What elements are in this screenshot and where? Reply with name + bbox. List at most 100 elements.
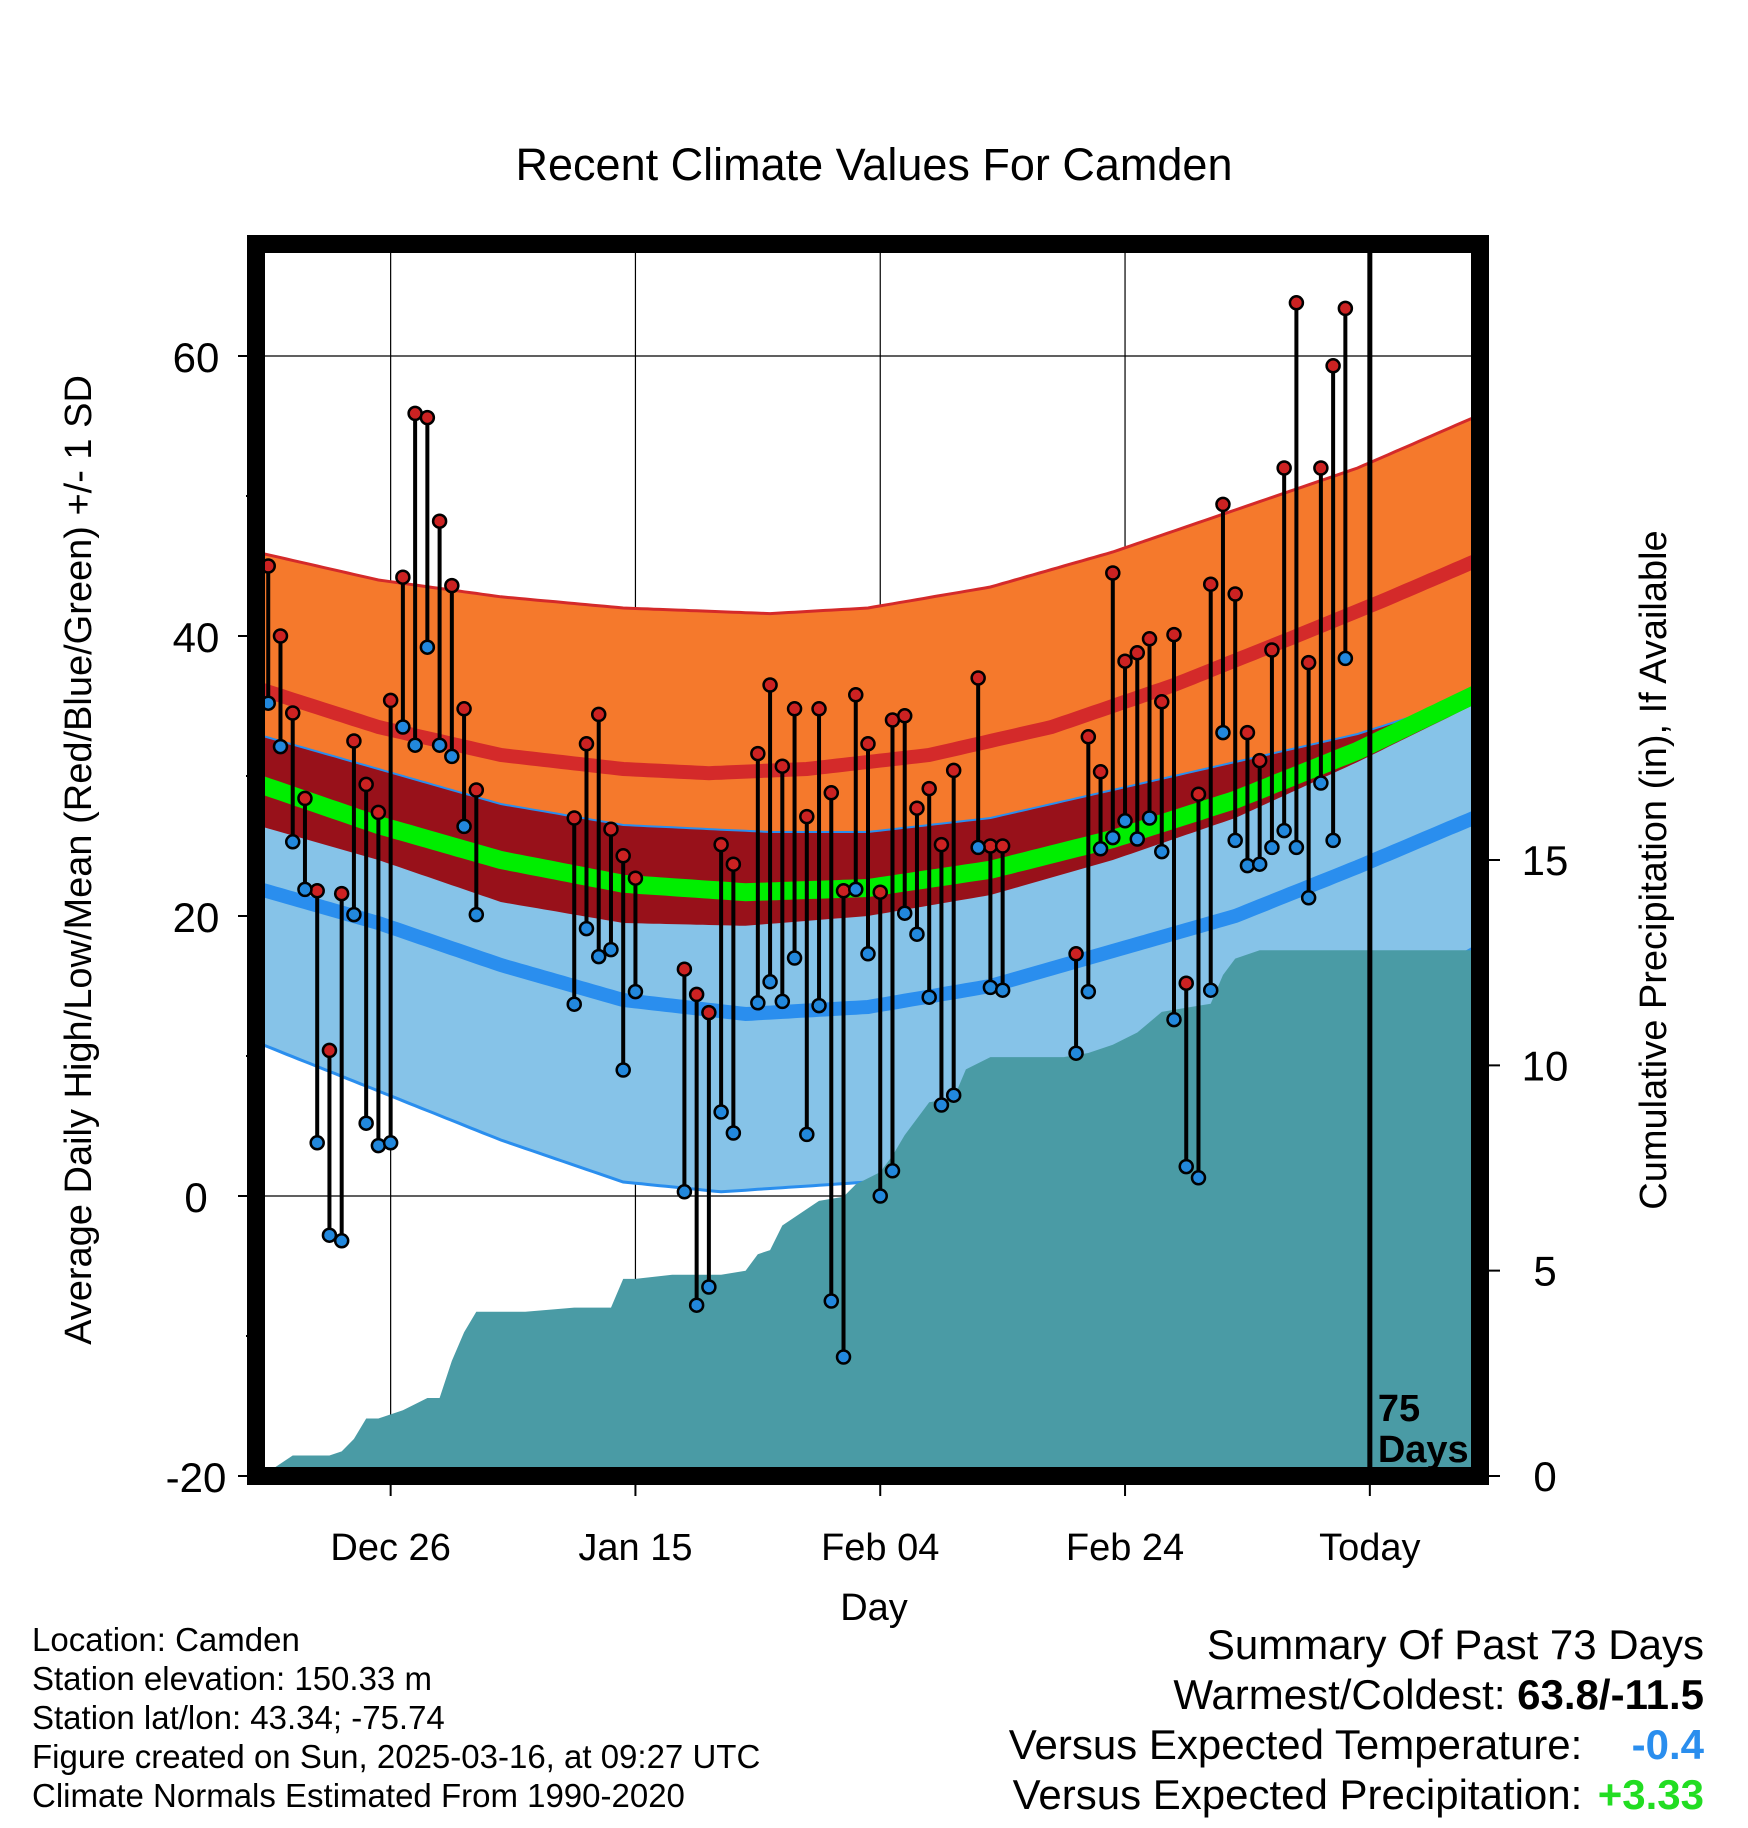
daily-high-point — [1092, 764, 1109, 780]
daily-low-point — [982, 979, 999, 996]
daily-low-point — [1178, 1158, 1194, 1175]
x-tick-label: Dec 26 — [330, 1527, 450, 1569]
daily-high-point — [1190, 786, 1207, 802]
daily-low-point — [1325, 832, 1341, 849]
daily-low-point — [774, 993, 791, 1010]
daily-high-point — [1068, 946, 1084, 962]
observations — [256, 295, 1354, 1365]
daily-low-point — [431, 737, 448, 753]
daily-high-point — [970, 670, 986, 686]
today-days-label: Days — [1378, 1429, 1469, 1471]
daily-low-point — [872, 1188, 888, 1204]
daily-high-point — [909, 800, 925, 816]
daily-high-point — [566, 810, 582, 826]
daily-low-point — [994, 982, 1011, 998]
daily-low-point — [1239, 857, 1256, 874]
daily-high-point — [382, 692, 399, 709]
daily-high-point — [468, 782, 485, 798]
daily-high-point — [713, 836, 729, 853]
daily-low-point — [370, 1137, 387, 1154]
daily-high-point — [774, 758, 791, 774]
daily-low-point — [1105, 829, 1121, 846]
daily-low-point — [1215, 724, 1231, 741]
daily-low-point — [1129, 831, 1146, 847]
daily-low-point — [566, 996, 582, 1012]
daily-low-point — [358, 1115, 374, 1131]
daily-low-point — [346, 906, 362, 923]
daily-high-point — [1117, 653, 1133, 669]
daily-low-point — [1288, 839, 1305, 856]
daily-low-point — [456, 818, 472, 835]
daily-high-point — [799, 808, 815, 825]
daily-high-point — [1337, 300, 1354, 317]
x-tick-label: Feb 24 — [1066, 1527, 1184, 1569]
daily-low-point — [1080, 983, 1097, 1000]
created-text: Figure created on Sun, 2025-03-16, at 09… — [32, 1738, 761, 1775]
summary-panel: Summary Of Past 73 Days Warmest/Coldest:… — [1009, 1620, 1704, 1820]
daily-low-point — [970, 839, 986, 856]
daily-high-point — [578, 736, 595, 752]
daily-low-point — [1227, 832, 1243, 849]
precipitation-area — [256, 950, 1480, 1476]
daily-high-point — [1154, 694, 1170, 710]
y-axis-right-label: Cumulative Precipitation (in), If Availa… — [1633, 530, 1675, 1209]
daily-high-point — [823, 785, 840, 801]
daily-low-point — [382, 1135, 399, 1151]
daily-low-point — [395, 719, 411, 735]
x-tick-label: Today — [1319, 1527, 1420, 1569]
daily-high-point — [1141, 631, 1158, 647]
daily-low-point — [615, 1062, 631, 1078]
daily-high-point — [896, 708, 913, 724]
daily-low-point — [419, 639, 436, 655]
daily-high-point — [590, 706, 607, 723]
daily-high-point — [321, 1042, 338, 1059]
precip-label: Versus Expected Precipitation: — [1012, 1771, 1583, 1818]
daily-high-point — [1080, 729, 1097, 745]
daily-high-point — [1276, 460, 1292, 476]
daily-high-point — [933, 836, 950, 853]
chart-title: Recent Climate Values For Camden — [516, 139, 1233, 190]
daily-low-point — [444, 748, 460, 765]
warmest-label: Warmest/Coldest: — [1173, 1671, 1506, 1718]
y-right-tick-label: 0 — [1533, 1453, 1556, 1500]
daily-high-point — [1129, 645, 1146, 661]
latlon-text: Station lat/lon: 43.34; -75.74 — [32, 1699, 445, 1736]
daily-high-point — [762, 677, 778, 693]
daily-high-point — [688, 986, 705, 1003]
daily-high-point — [1251, 752, 1268, 769]
precipitation-fill — [256, 950, 1480, 1476]
daily-high-point — [358, 776, 374, 793]
y-right-tick-label: 15 — [1522, 837, 1569, 884]
daily-low-point — [725, 1125, 742, 1141]
daily-high-point — [811, 701, 827, 717]
daily-low-point — [590, 948, 607, 965]
daily-high-point — [848, 687, 864, 703]
normal-low-line — [256, 808, 1480, 1022]
temp-label: Versus Expected Temperature: — [1008, 1721, 1583, 1768]
daily-low-point — [848, 881, 864, 898]
daily-low-point — [1313, 775, 1329, 791]
daily-high-point — [395, 569, 411, 585]
high-upper-edge — [256, 413, 1480, 616]
daily-high-point — [1178, 975, 1194, 991]
daily-low-point — [1251, 856, 1268, 872]
daily-low-point — [297, 881, 313, 898]
precip-value: +3.33 — [1597, 1771, 1704, 1818]
daily-low-point — [407, 737, 423, 753]
daily-high-point — [786, 701, 803, 717]
daily-high-point — [676, 961, 693, 977]
daily-high-point — [1288, 295, 1305, 311]
daily-high-point — [272, 628, 289, 644]
daily-low-point — [1154, 843, 1170, 860]
daily-low-point — [688, 1297, 705, 1313]
daily-low-point — [1166, 1011, 1182, 1028]
daily-high-point — [1325, 358, 1341, 374]
daily-high-point — [309, 883, 325, 899]
daily-high-point — [444, 577, 460, 594]
summary-warmest-row: Warmest/Coldest: 63.8/-11.5 — [1009, 1670, 1704, 1720]
daily-low-point — [468, 906, 485, 923]
x-tick-label: Feb 04 — [821, 1527, 939, 1569]
daily-low-point — [627, 983, 644, 1000]
daily-low-point — [676, 1184, 693, 1200]
daily-low-point — [860, 946, 876, 962]
